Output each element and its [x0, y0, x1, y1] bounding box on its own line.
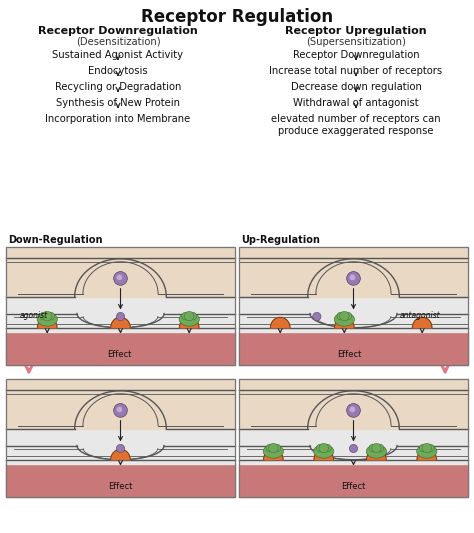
Circle shape [273, 444, 281, 452]
Polygon shape [180, 317, 199, 328]
Circle shape [376, 444, 384, 452]
Polygon shape [335, 317, 354, 328]
Polygon shape [314, 449, 334, 459]
Text: (Supersensitization): (Supersensitization) [306, 37, 406, 47]
Circle shape [43, 311, 52, 321]
Circle shape [344, 312, 352, 320]
Polygon shape [308, 391, 399, 429]
Text: Decrease down regulation: Decrease down regulation [291, 82, 421, 92]
Circle shape [350, 274, 356, 280]
Text: Receptor Downregulation: Receptor Downregulation [292, 50, 419, 60]
Text: Recycling or Degradation: Recycling or Degradation [55, 82, 181, 92]
Polygon shape [77, 446, 164, 459]
Text: Endocytosis: Endocytosis [88, 66, 148, 76]
Circle shape [372, 443, 381, 453]
Circle shape [313, 312, 321, 321]
Circle shape [369, 444, 377, 452]
Text: Up-Regulation: Up-Regulation [241, 235, 320, 245]
Text: Effect: Effect [107, 350, 131, 359]
Ellipse shape [179, 313, 200, 326]
Circle shape [117, 445, 125, 453]
Polygon shape [367, 449, 386, 459]
Ellipse shape [314, 445, 334, 458]
Text: Receptor Downregulation: Receptor Downregulation [38, 26, 198, 36]
Circle shape [182, 312, 190, 320]
Text: (Desensitization): (Desensitization) [76, 37, 160, 47]
Polygon shape [271, 317, 290, 328]
Circle shape [117, 407, 122, 413]
Polygon shape [264, 449, 283, 459]
Ellipse shape [366, 445, 386, 458]
Polygon shape [308, 259, 399, 296]
Polygon shape [111, 317, 130, 328]
Circle shape [184, 311, 194, 321]
Text: Sustained Agonist Activity: Sustained Agonist Activity [53, 50, 183, 60]
Circle shape [269, 443, 278, 453]
Circle shape [319, 443, 328, 453]
Text: Synthesis of New Protein: Synthesis of New Protein [56, 98, 180, 108]
Polygon shape [310, 446, 397, 459]
Polygon shape [111, 449, 130, 459]
Polygon shape [417, 449, 437, 459]
Circle shape [47, 312, 55, 320]
Circle shape [114, 403, 128, 417]
Circle shape [419, 444, 427, 452]
Circle shape [346, 272, 360, 285]
Text: Effect: Effect [341, 481, 365, 490]
Ellipse shape [417, 445, 437, 458]
Text: Receptor Regulation: Receptor Regulation [141, 8, 333, 26]
Ellipse shape [263, 445, 283, 458]
Circle shape [323, 444, 331, 452]
Polygon shape [37, 317, 57, 328]
Text: Increase total number of receptors: Increase total number of receptors [269, 66, 443, 76]
Circle shape [114, 272, 128, 285]
Circle shape [346, 403, 360, 417]
Text: elevated number of receptors can
produce exaggerated response: elevated number of receptors can produce… [271, 114, 441, 135]
Ellipse shape [334, 313, 355, 326]
Circle shape [117, 274, 122, 280]
Ellipse shape [37, 313, 57, 326]
Text: Effect: Effect [337, 350, 361, 359]
Text: Receptor Upregulation: Receptor Upregulation [285, 26, 427, 36]
Text: Incorporation into Membrane: Incorporation into Membrane [46, 114, 191, 124]
Circle shape [266, 444, 274, 452]
Polygon shape [310, 313, 397, 328]
Polygon shape [77, 313, 164, 328]
Circle shape [316, 444, 324, 452]
Circle shape [337, 312, 345, 320]
Circle shape [40, 312, 47, 320]
Polygon shape [75, 259, 166, 296]
Polygon shape [75, 391, 166, 429]
Polygon shape [412, 317, 432, 328]
Circle shape [339, 311, 349, 321]
Circle shape [422, 443, 431, 453]
Text: Down-Regulation: Down-Regulation [8, 235, 102, 245]
Text: agonist: agonist [20, 311, 48, 320]
Text: antagonist: antagonist [399, 311, 440, 320]
Circle shape [117, 312, 125, 321]
Text: Effect: Effect [109, 481, 133, 490]
Circle shape [427, 444, 434, 452]
Text: Withdrawal of antagonist: Withdrawal of antagonist [293, 98, 419, 108]
Circle shape [349, 445, 357, 453]
Circle shape [189, 312, 197, 320]
Circle shape [350, 407, 356, 413]
